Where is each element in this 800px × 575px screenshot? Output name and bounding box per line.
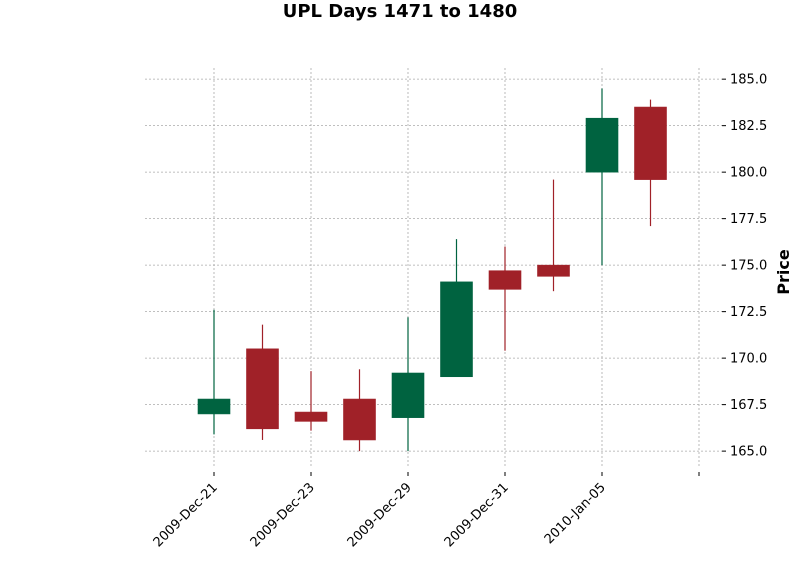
y-tick-label: 165.0 xyxy=(730,445,767,460)
x-tick-label: 2009-Dec-31 xyxy=(442,480,512,550)
candle-body xyxy=(585,117,619,173)
candle-down xyxy=(246,324,279,440)
candle-up xyxy=(391,317,425,452)
chart-title: UPL Days 1471 to 1480 xyxy=(283,1,518,22)
candle-body xyxy=(634,106,667,180)
y-tick-label: 172.5 xyxy=(730,305,767,320)
candle-body xyxy=(246,348,279,430)
y-tick-label: 167.5 xyxy=(730,398,767,413)
candle-up xyxy=(197,309,231,435)
candle-down xyxy=(488,246,522,351)
y-axis-label: Price xyxy=(774,249,793,295)
candle-down xyxy=(537,179,570,292)
y-tick-label: 175.0 xyxy=(730,259,767,274)
candle-body xyxy=(197,398,231,415)
y-tick-label: 177.5 xyxy=(730,212,767,227)
candle-down xyxy=(294,371,328,431)
y-tick-label: 180.0 xyxy=(730,166,767,181)
candle-body xyxy=(537,264,570,277)
candles xyxy=(197,88,667,452)
grid-lines xyxy=(145,68,722,466)
candle-body xyxy=(488,270,522,290)
candle-body xyxy=(343,398,376,441)
candle-up xyxy=(585,88,619,266)
x-tick-label: 2009-Dec-21 xyxy=(151,480,221,550)
y-tick-label: 185.0 xyxy=(730,73,767,88)
y-tick-label: 170.0 xyxy=(730,352,767,367)
x-tick-label: 2010-Jan-05 xyxy=(542,480,609,547)
candle-down xyxy=(634,99,667,227)
candle-body xyxy=(440,281,473,378)
candle-body xyxy=(391,372,425,418)
candle-down xyxy=(343,369,376,452)
y-tick-label: 182.5 xyxy=(730,119,767,134)
x-tick-label: 2009-Dec-23 xyxy=(248,480,318,550)
candle-up xyxy=(440,239,473,378)
candle-body xyxy=(294,411,328,422)
x-tick-label: 2009-Dec-29 xyxy=(345,480,415,550)
